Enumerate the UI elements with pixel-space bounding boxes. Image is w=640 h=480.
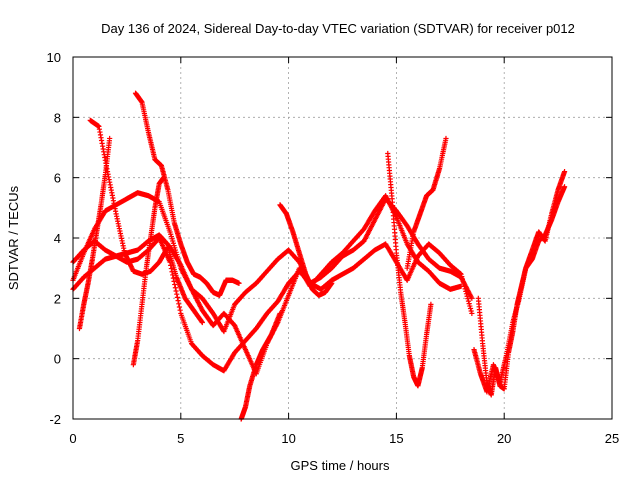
chart-title: Day 136 of 2024, Sidereal Day-to-day VTE… bbox=[101, 21, 575, 36]
y-axis-label: SDTVAR / TECUs bbox=[6, 185, 21, 290]
data-point bbox=[463, 291, 470, 297]
data-point bbox=[107, 135, 113, 142]
x-tick-label: 5 bbox=[177, 431, 184, 446]
y-tick-label: 2 bbox=[54, 291, 61, 306]
data-point bbox=[462, 286, 468, 292]
data-point bbox=[174, 294, 181, 300]
data-point bbox=[464, 293, 470, 299]
data-point bbox=[463, 288, 469, 294]
data-point bbox=[236, 280, 242, 286]
x-tick-label: 15 bbox=[389, 431, 403, 446]
data-point bbox=[177, 307, 183, 313]
data-point bbox=[458, 271, 464, 277]
data-point bbox=[443, 135, 449, 142]
x-tick-label: 20 bbox=[497, 431, 511, 446]
series-I bbox=[277, 202, 335, 298]
data-point bbox=[176, 301, 182, 307]
y-tick-label: 8 bbox=[54, 110, 61, 125]
data-points bbox=[70, 90, 568, 422]
data-point bbox=[460, 278, 466, 285]
data-point bbox=[176, 304, 183, 310]
series-F bbox=[76, 135, 113, 332]
data-point bbox=[277, 310, 283, 317]
data-point bbox=[174, 291, 180, 297]
data-point bbox=[329, 280, 335, 286]
data-point bbox=[160, 175, 167, 181]
data-point bbox=[177, 261, 183, 267]
data-point bbox=[561, 169, 568, 175]
plot-frame bbox=[72, 56, 613, 420]
data-point bbox=[172, 285, 179, 291]
data-point bbox=[428, 301, 434, 307]
series-M bbox=[471, 184, 568, 395]
x-tick-label: 25 bbox=[605, 431, 619, 446]
data-point bbox=[172, 281, 178, 288]
data-point bbox=[461, 281, 467, 287]
y-tick-label: 0 bbox=[54, 352, 61, 367]
x-tick-label: 0 bbox=[69, 431, 76, 446]
series-H bbox=[238, 310, 283, 422]
data-point bbox=[465, 298, 472, 304]
x-axis-label: GPS time / hours bbox=[291, 458, 390, 473]
data-point bbox=[467, 305, 474, 312]
data-point bbox=[168, 265, 174, 272]
series-E bbox=[132, 90, 242, 298]
y-tick-labels: -2 0 2 4 6 8 10 bbox=[47, 50, 61, 427]
y-tick-label: 6 bbox=[54, 171, 61, 186]
data-point bbox=[467, 303, 473, 309]
series-G bbox=[130, 175, 167, 368]
data-point bbox=[561, 184, 568, 190]
series-K bbox=[404, 135, 449, 271]
x-tick-label: 10 bbox=[281, 431, 295, 446]
data-point bbox=[459, 274, 465, 280]
y-tick-label: 4 bbox=[54, 231, 61, 246]
series-D bbox=[87, 117, 205, 326]
data-point bbox=[461, 283, 468, 290]
series-J bbox=[385, 150, 434, 389]
data-point bbox=[465, 296, 471, 302]
data-point bbox=[175, 297, 181, 304]
x-tick-labels: 0 5 10 15 20 25 bbox=[69, 431, 619, 446]
data-point bbox=[173, 288, 179, 294]
data-point bbox=[199, 319, 205, 326]
data-point bbox=[466, 301, 472, 307]
data-point bbox=[459, 276, 466, 282]
data-point bbox=[468, 308, 474, 314]
data-point bbox=[469, 310, 475, 317]
y-tick-label: 10 bbox=[47, 50, 61, 65]
y-tick-label: -2 bbox=[49, 412, 61, 427]
